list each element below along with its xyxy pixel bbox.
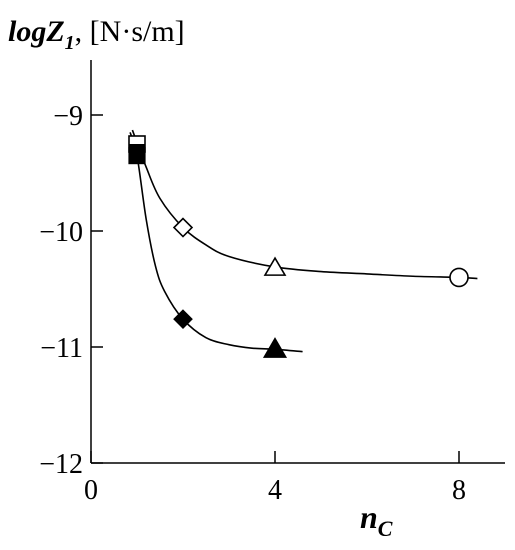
y-axis-label-subscript: 1 (65, 32, 75, 54)
y-tick-label: −10 (39, 217, 83, 248)
filled-square-marker (128, 147, 146, 165)
x-axis-label: nC (360, 499, 393, 541)
x-axis-label-main: n (360, 499, 378, 535)
y-axis-label-main: logZ (8, 15, 65, 48)
y-axis-label-unit: , [N·s/m] (75, 15, 185, 48)
filled-triangle-marker (262, 337, 288, 358)
x-axis-label-subscript: C (378, 516, 393, 541)
axes (90, 60, 505, 464)
y-tick-label: −9 (53, 101, 83, 132)
y-tick-label: −12 (39, 449, 83, 480)
series-1-curve (131, 129, 478, 280)
y-axis-label: logZ1, [N·s/m] (8, 15, 185, 54)
x-tick-label: 4 (268, 475, 282, 506)
filled-diamond-marker (173, 309, 193, 330)
y-tick-label: −11 (40, 333, 83, 364)
y-ticks: −9 −10 −11 −12 (39, 101, 103, 480)
x-tick-label: 0 (84, 475, 98, 506)
x-tick-label: 8 (452, 475, 466, 506)
open-triangle-marker (263, 256, 287, 276)
open-diamond-marker (172, 217, 194, 238)
open-circle-marker (449, 267, 469, 288)
markers (128, 135, 469, 358)
series-2-curve (129, 132, 303, 353)
x-ticks: 0 4 8 (84, 451, 466, 506)
